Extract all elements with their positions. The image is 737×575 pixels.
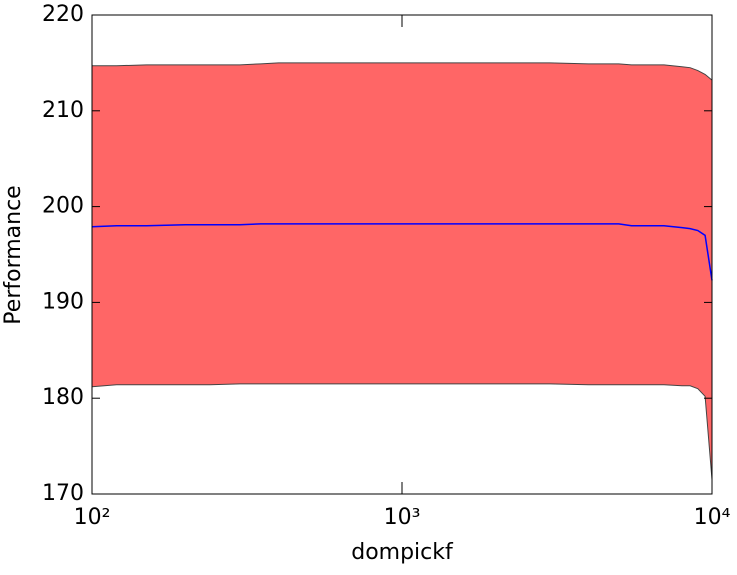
y-axis-label: Performance (1, 185, 26, 324)
x-tick-label: 10² (74, 505, 111, 530)
y-tick-label: 190 (42, 289, 84, 314)
x-tick-label: 10³ (384, 505, 421, 530)
band-edge (92, 62, 713, 81)
x-axis-label: dompickf (351, 540, 454, 565)
y-tick-label: 200 (42, 194, 84, 219)
x-tick-label: 10⁴ (694, 505, 731, 530)
y-tick-label: 210 (42, 98, 84, 123)
y-tick-label: 170 (42, 481, 84, 506)
mean-line (91, 223, 713, 281)
y-tick-label: 180 (42, 385, 84, 410)
y-tick-label: 220 (42, 2, 84, 27)
band-area (92, 62, 712, 480)
band-edge (91, 383, 713, 480)
